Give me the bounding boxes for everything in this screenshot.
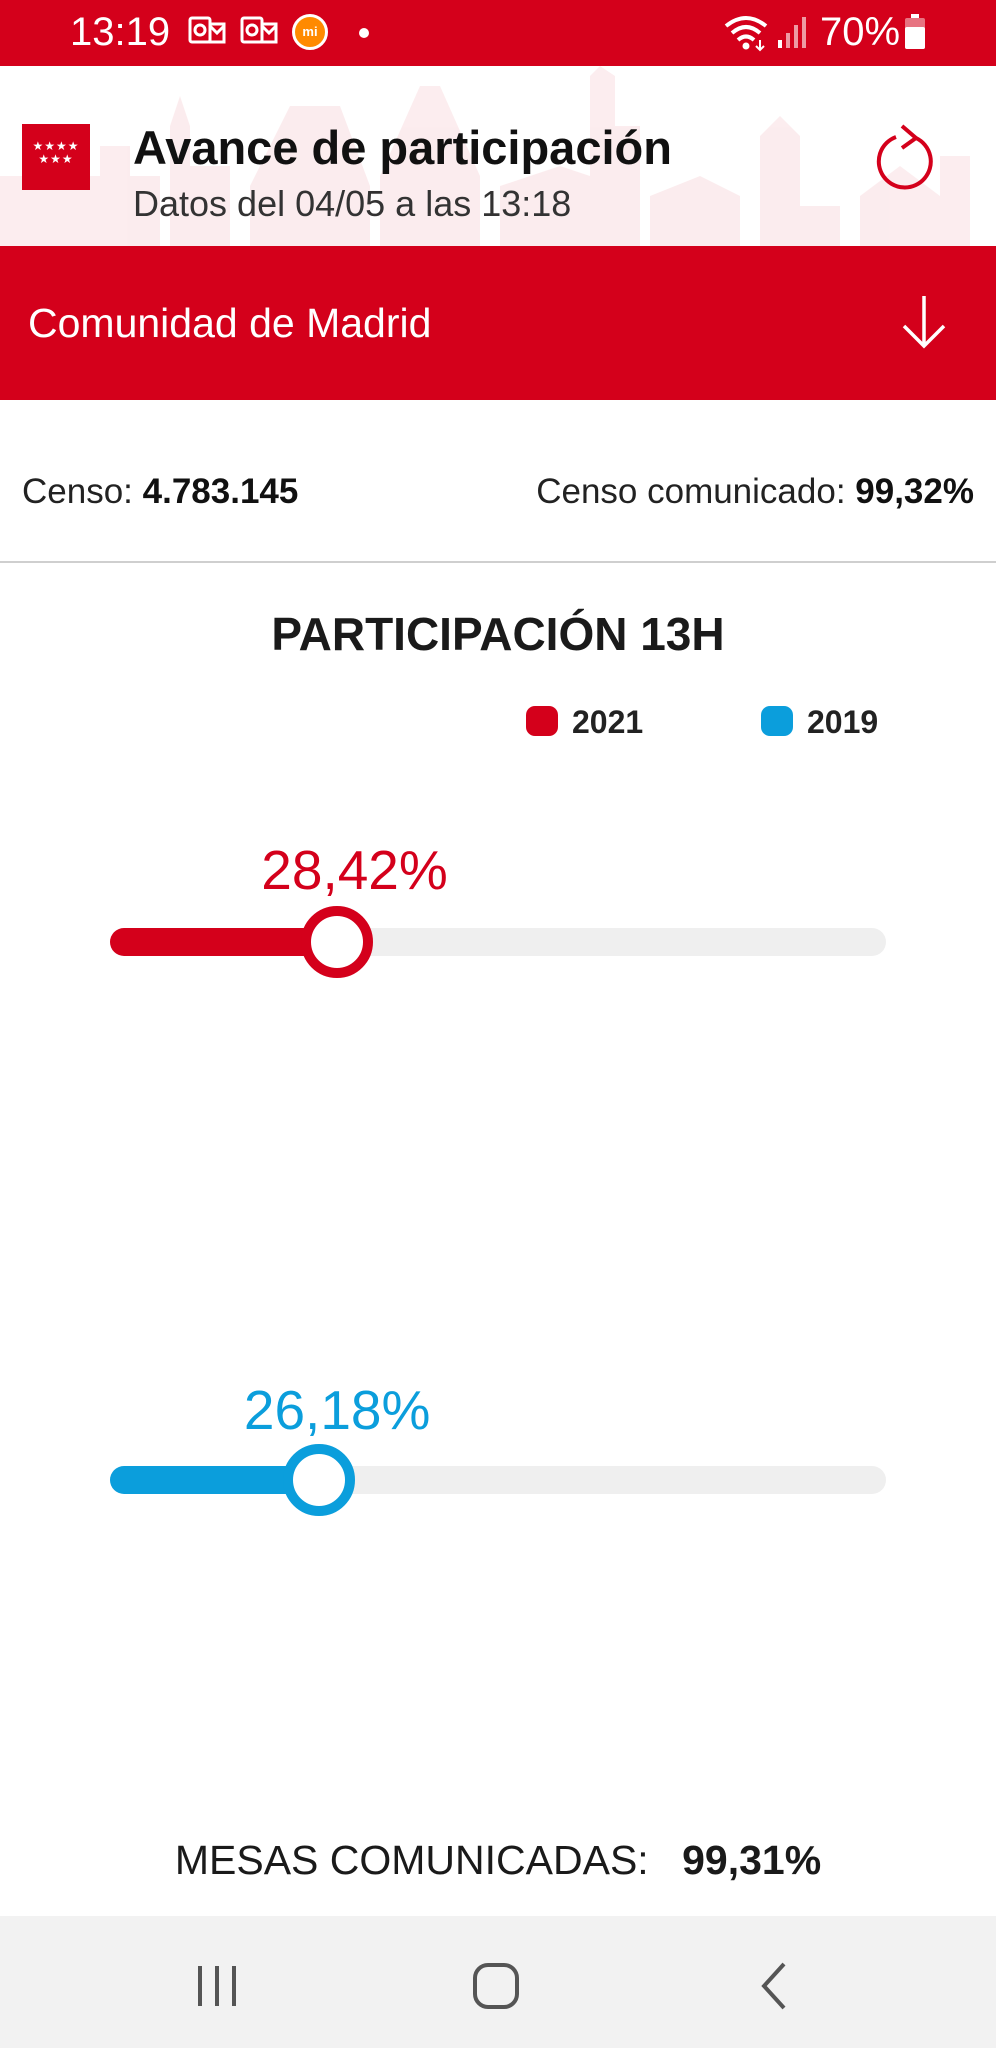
census-value: 4.783.145 [142, 472, 299, 511]
participation-2021-label: 28,42% [261, 839, 448, 901]
outlook-notification-icon [188, 16, 226, 44]
back-icon[interactable] [746, 1956, 806, 2016]
notification-dot-icon [359, 28, 369, 38]
census-info: Censo: 4.783.145 [22, 470, 298, 514]
refresh-icon[interactable] [872, 120, 942, 192]
census-communicated-info: Censo comunicado: 99,32% [536, 470, 974, 514]
arrow-down-icon[interactable] [898, 290, 950, 354]
participation-2019-thumb [283, 1444, 356, 1516]
outlook-notification-icon [240, 16, 278, 44]
mesas-comunicadas: MESAS COMUNICADAS: 99,31% [0, 1834, 996, 1886]
census-label: Censo: [22, 472, 133, 511]
status-bar: 13:19 mi 70% [0, 0, 996, 66]
census-communicated-label: Censo comunicado: [536, 472, 846, 511]
legend-color-swatch [761, 706, 793, 736]
app-header: ★★★★ ★★★ Avance de participación Datos de… [0, 66, 996, 246]
battery-percentage: 70% [820, 10, 901, 54]
legend-label-2021: 2021 [572, 704, 644, 740]
census-row: Censo: 4.783.145 Censo comunicado: 99,32… [0, 400, 996, 562]
participation-2019-label: 26,18% [243, 1379, 431, 1441]
wifi-icon [724, 16, 768, 52]
census-communicated-value: 99,32% [855, 472, 974, 511]
status-time: 13:19 [70, 10, 171, 54]
recent-apps-icon[interactable] [188, 1956, 248, 2016]
mesas-value: 99,31% [682, 1837, 822, 1883]
participation-2021-thumb [300, 906, 373, 978]
system-nav-bar [0, 1916, 996, 2048]
participation-title: PARTICIPACIÓN 13H [271, 608, 725, 660]
region-label: Comunidad de Madrid [28, 300, 432, 346]
battery-icon [905, 14, 925, 49]
region-selector[interactable]: Comunidad de Madrid [0, 246, 996, 400]
data-timestamp: Datos del 04/05 a las 13:18 [133, 183, 572, 224]
signal-icon [778, 17, 806, 48]
participation-2021-fill [110, 928, 337, 956]
participation-2019-slider [110, 1444, 886, 1516]
page-title: Avance de participación [133, 121, 672, 174]
participation-2021-slider [110, 906, 886, 978]
divider [0, 561, 996, 563]
home-icon[interactable] [466, 1956, 526, 2016]
legend-label-2019: 2019 [807, 704, 879, 740]
comunidad-de-madrid-flag-icon: ★★★★ ★★★ [22, 124, 90, 190]
mi-app-icon: mi [292, 14, 328, 50]
mesas-label: MESAS COMUNICADAS: [174, 1837, 649, 1883]
legend-color-swatch [526, 706, 558, 736]
